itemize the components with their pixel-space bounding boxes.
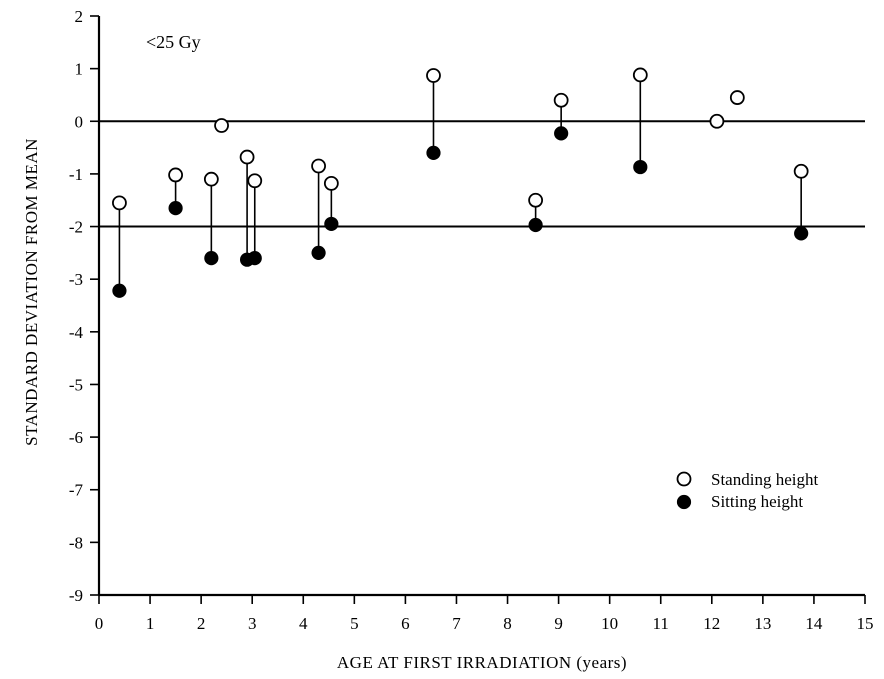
sitting-height-point xyxy=(112,283,127,298)
x-tick-label: 1 xyxy=(146,614,155,633)
sitting-height-point xyxy=(794,226,809,241)
legend-open-circle-marker xyxy=(676,471,692,487)
sitting-height-point xyxy=(311,245,326,260)
legend-label-standing-height: Standing height xyxy=(711,470,818,489)
y-tick-label: -8 xyxy=(69,533,83,552)
y-tick-label: -4 xyxy=(69,323,84,342)
y-tick-label: -3 xyxy=(69,270,83,289)
sitting-height-point xyxy=(426,145,441,160)
standing-height-point xyxy=(632,67,648,83)
standing-height-point xyxy=(239,149,255,165)
y-tick-label: -6 xyxy=(69,428,83,447)
x-tick-label: 6 xyxy=(401,614,410,633)
y-tick-label: -7 xyxy=(69,481,84,500)
sitting-height-point xyxy=(168,201,183,216)
standing-height-point xyxy=(112,195,127,211)
y-tick-label: -2 xyxy=(69,218,83,237)
y-tick-label: -5 xyxy=(69,375,83,394)
standing-height-point xyxy=(214,118,229,133)
standing-height-point xyxy=(168,167,184,183)
standing-height-point xyxy=(247,173,263,189)
standing-height-point xyxy=(203,171,219,187)
stems xyxy=(118,74,802,291)
y-tick-label: 0 xyxy=(75,112,84,131)
legend: Standing height Sitting height xyxy=(676,470,818,511)
x-tick-label: 12 xyxy=(703,614,720,633)
x-tick-label: 15 xyxy=(857,614,874,633)
y-tick-label: -1 xyxy=(69,165,83,184)
x-tick-label: 7 xyxy=(452,614,461,633)
x-axis-title: AGE AT FIRST IRRADIATION (years) xyxy=(337,653,627,672)
x-tick-label: 9 xyxy=(554,614,563,633)
x-tick-label: 13 xyxy=(754,614,771,633)
standing-height-point xyxy=(311,158,326,174)
sitting-height-point xyxy=(324,216,339,232)
x-tick-label: 10 xyxy=(601,614,618,633)
dose-annotation: <25 Gy xyxy=(146,32,201,52)
y-axis-title: STANDARD DEVIATION FROM MEAN xyxy=(22,138,41,446)
standing-height-point xyxy=(553,92,569,108)
x-tick-label: 5 xyxy=(350,614,359,633)
y-tick-label: -9 xyxy=(69,586,83,605)
x-ticks: 0 1 2 3 4 5 6 7 8 9 10 11 12 13 14 15 xyxy=(95,595,874,633)
standing-height-point xyxy=(709,113,725,129)
y-tick-label: 1 xyxy=(75,60,84,79)
standing-height-point xyxy=(323,175,339,191)
x-tick-label: 3 xyxy=(248,614,257,633)
x-tick-label: 11 xyxy=(653,614,669,633)
x-tick-label: 2 xyxy=(197,614,206,633)
y-ticks: 2 1 0 -1 -2 -3 -4 -5 -6 -7 -8 -9 xyxy=(69,7,99,605)
sitting-height-point xyxy=(554,126,569,141)
axes xyxy=(97,16,865,597)
standing-height-point xyxy=(729,90,745,105)
x-tick-label: 14 xyxy=(805,614,823,633)
standing-height-point xyxy=(528,192,544,208)
sitting-height-point xyxy=(633,159,648,175)
sitting-height-point xyxy=(528,217,543,233)
standing-height-point xyxy=(793,163,809,179)
standing-height-point xyxy=(426,68,441,83)
x-tick-label: 0 xyxy=(95,614,104,633)
sitting-height-point xyxy=(204,251,219,266)
x-tick-label: 4 xyxy=(299,614,308,633)
y-tick-label: 2 xyxy=(75,7,84,26)
x-tick-label: 8 xyxy=(503,614,512,633)
legend-label-sitting-height: Sitting height xyxy=(711,492,803,511)
legend-filled-circle-marker xyxy=(676,494,692,510)
data-points xyxy=(112,67,809,298)
sitting-height-point xyxy=(247,251,262,266)
